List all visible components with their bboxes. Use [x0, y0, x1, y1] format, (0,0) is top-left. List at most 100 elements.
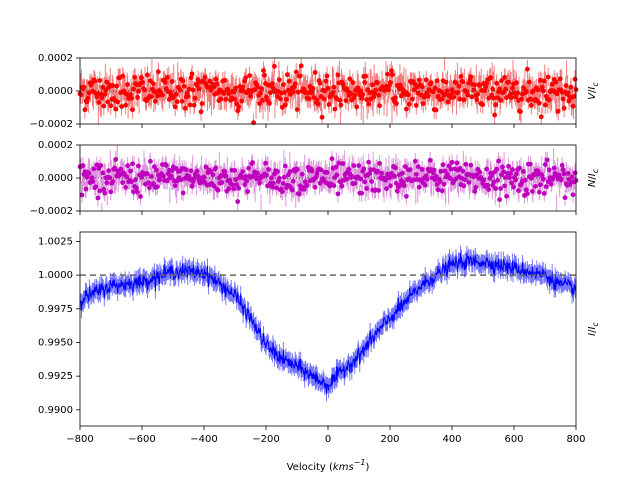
data-point — [133, 177, 138, 183]
data-point — [517, 165, 522, 171]
data-point — [563, 83, 569, 89]
data-point — [537, 182, 543, 188]
data-point — [394, 181, 399, 186]
data-point — [189, 71, 195, 77]
data-point — [364, 97, 370, 103]
data-point — [98, 91, 104, 97]
data-point — [508, 171, 513, 176]
data-point — [363, 73, 369, 79]
v-data-points — [77, 63, 579, 125]
data-point — [513, 177, 518, 183]
data-point — [156, 177, 162, 183]
data-point — [359, 96, 365, 101]
data-point — [503, 175, 508, 180]
data-point — [558, 177, 564, 183]
n-error-bars — [79, 145, 577, 211]
data-point — [437, 179, 443, 184]
data-point — [572, 76, 578, 82]
data-point — [231, 186, 237, 192]
data-point — [569, 174, 575, 180]
data-point — [162, 79, 168, 85]
data-point — [543, 184, 549, 190]
data-point — [388, 183, 393, 189]
data-point — [85, 95, 91, 101]
data-point — [335, 191, 341, 197]
data-point — [173, 91, 179, 97]
x-tick-label: 200 — [380, 434, 399, 445]
data-point — [169, 79, 175, 84]
data-point — [315, 101, 321, 107]
data-point — [94, 162, 100, 168]
data-point — [566, 98, 572, 104]
data-point — [535, 87, 541, 93]
data-point — [477, 83, 483, 88]
x-tick-label: −200 — [252, 434, 279, 445]
data-point — [268, 90, 273, 96]
data-point — [539, 173, 545, 179]
data-point — [492, 112, 498, 118]
y-tick-label: 0.9975 — [38, 304, 73, 315]
data-point — [509, 180, 514, 186]
data-point — [451, 94, 457, 100]
data-point — [258, 90, 263, 96]
data-point — [449, 159, 455, 165]
data-point — [136, 163, 141, 169]
data-point — [439, 188, 445, 194]
x-tick-label: 0 — [325, 434, 331, 445]
data-point — [507, 175, 512, 181]
data-point — [428, 80, 434, 86]
data-point — [424, 176, 430, 182]
data-point — [225, 86, 231, 92]
data-point — [466, 180, 472, 185]
data-point — [524, 191, 530, 197]
data-point — [489, 173, 495, 179]
data-point — [104, 180, 110, 186]
data-point — [98, 163, 104, 168]
data-point — [423, 77, 429, 83]
data-point — [292, 81, 298, 87]
data-point — [501, 169, 506, 175]
data-point — [182, 105, 188, 111]
data-point — [312, 70, 318, 75]
data-point — [266, 167, 271, 172]
data-point — [101, 103, 107, 109]
data-point — [164, 178, 170, 184]
data-point — [460, 168, 466, 174]
data-point — [458, 74, 464, 79]
data-point — [389, 68, 394, 73]
data-point — [243, 75, 249, 81]
data-point — [223, 173, 229, 179]
data-point — [84, 174, 90, 180]
data-point — [461, 97, 467, 103]
data-point — [148, 78, 153, 84]
data-point — [185, 93, 191, 99]
data-point — [259, 86, 264, 92]
data-point — [379, 170, 384, 176]
data-point — [495, 177, 501, 183]
i-y-ticks: 0.9900 0.9925 0.9950 0.9975 1.0000 1.0025 — [38, 236, 80, 416]
data-point — [108, 189, 114, 195]
data-point — [274, 185, 279, 191]
data-point — [239, 98, 245, 104]
panel-v: −0.0002 0.0000 0.0002 V/Ic — [30, 53, 600, 130]
data-point — [443, 79, 449, 85]
data-point — [297, 73, 303, 79]
data-point — [290, 89, 296, 95]
data-point — [210, 172, 216, 178]
data-point — [515, 90, 520, 96]
data-point — [97, 78, 103, 83]
data-point — [305, 90, 311, 96]
data-point — [537, 77, 543, 83]
data-point — [540, 176, 546, 182]
data-point — [280, 82, 286, 87]
data-point — [360, 92, 366, 97]
v-x-ticks — [79, 124, 577, 128]
data-point — [337, 97, 343, 103]
data-point — [97, 188, 103, 194]
data-point — [152, 164, 157, 170]
y-tick-label: 0.9950 — [38, 337, 73, 348]
data-point — [488, 75, 494, 80]
data-point — [565, 170, 571, 176]
data-point — [527, 161, 533, 167]
data-point — [164, 75, 170, 80]
